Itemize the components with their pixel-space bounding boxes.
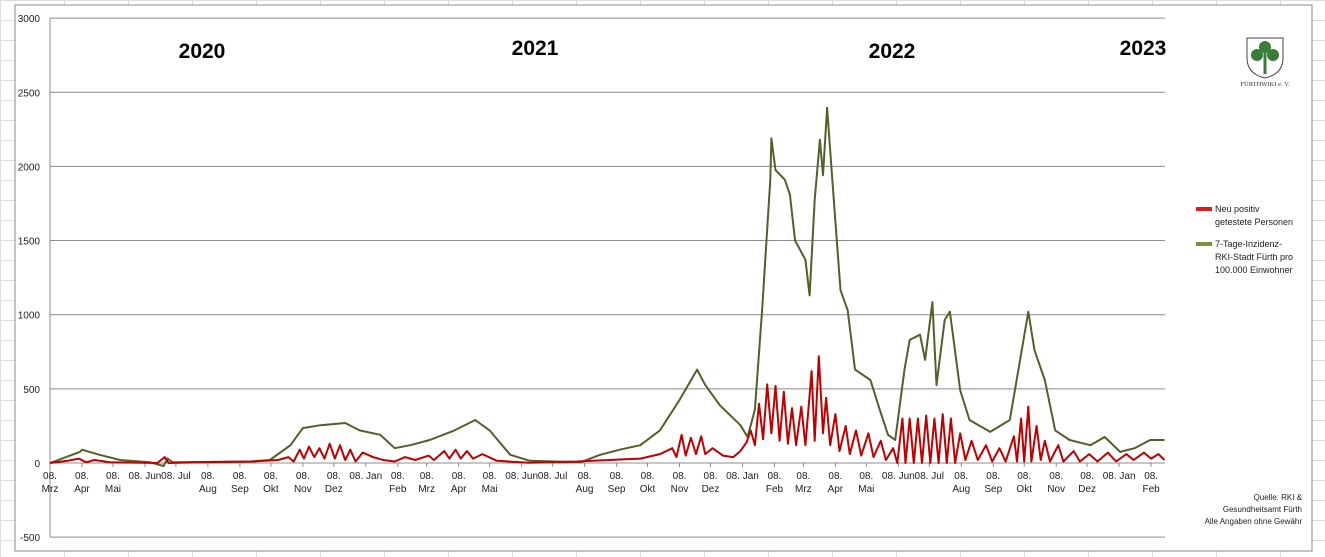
year-labels: 2020 2021 2022 2023 — [179, 37, 1167, 63]
gridlines — [49, 17, 1165, 538]
incidence-line — [49, 106, 1165, 467]
x-tick-label: 08. Jul — [161, 471, 190, 482]
x-tick-label: 08. Mai — [482, 471, 498, 495]
x-tick-label: 08. Sep — [984, 471, 1002, 495]
y-tick-label: -500 — [20, 533, 40, 544]
x-tick-label: 08. Jun — [882, 471, 915, 482]
legend: Neu positiv getestete Personen 7-Tage-In… — [1196, 204, 1293, 275]
year-label-2022: 2022 — [869, 40, 916, 63]
x-tick-label: 08. Feb — [766, 471, 784, 495]
x-tick-label: 08. Sep — [231, 471, 249, 495]
y-tick-label: 1000 — [18, 311, 41, 322]
legend-label-line: 100.000 Einwohner — [1215, 265, 1293, 275]
y-tick-label: 2000 — [18, 162, 41, 173]
legend-swatch-green — [1196, 242, 1212, 246]
y-axis: -500 0 500 1000 1500 2000 2500 3000 — [18, 14, 41, 544]
x-tick-label: 08. Aug — [199, 471, 217, 495]
x-tick-label: 08. Aug — [576, 471, 594, 495]
x-tick-label: 08. Dez — [325, 471, 343, 495]
x-tick-label: 08. Jan — [349, 471, 382, 482]
y-tick-label: 3000 — [18, 14, 41, 25]
logo-text: FÜRTHWIKI e. V. — [1240, 81, 1290, 88]
x-tick-label: 08. Dez — [702, 471, 720, 495]
x-tick-label: 08. Okt — [640, 471, 656, 495]
x-tick-label: 08. Nov — [1047, 471, 1065, 495]
x-tick-label: 08. Feb — [1143, 471, 1161, 495]
x-tick-label: 08. Dez — [1078, 471, 1096, 495]
x-tick-label: 08. Jan — [1103, 471, 1136, 482]
x-tick-label: 08. Feb — [389, 471, 407, 495]
x-tick-label: 08. Apr — [74, 471, 90, 495]
x-tick-label: 08. Okt — [1016, 471, 1032, 495]
source-line: Gesundheitsamt Fürth — [1223, 505, 1302, 514]
y-tick-label: 0 — [34, 459, 40, 470]
y-tick-label: 2500 — [18, 88, 41, 99]
x-tick-label: 08. Jul — [538, 471, 567, 482]
legend-swatch-red — [1196, 207, 1212, 211]
chart-area — [14, 4, 1313, 552]
x-tick-label: 08. Mrz — [418, 471, 435, 495]
x-tick-label: 08. Aug — [952, 471, 970, 495]
new-positive-line — [49, 355, 1166, 464]
legend-label-line: RKI-Stadt Fürth pro — [1215, 252, 1293, 262]
x-tick-label: 08. Okt — [263, 471, 279, 495]
legend-label-line: Neu positiv — [1215, 204, 1260, 214]
x-tick-label: 08. Jun — [129, 471, 162, 482]
x-tick-label: 08. Mrz — [795, 471, 812, 495]
source-note: Quelle: RKI & Gesundheitsamt Fürth Alle … — [1205, 493, 1303, 526]
y-tick-label: 500 — [23, 385, 40, 396]
legend-label-line: getestete Personen — [1215, 217, 1293, 227]
x-tick-label: 08. Nov — [294, 471, 312, 495]
series-lines — [49, 106, 1166, 467]
x-tick-label: 08. Sep — [608, 471, 626, 495]
x-tick-label: 08. Jun — [505, 471, 538, 482]
legend-item-incidence: 7-Tage-Inzidenz- RKI-Stadt Fürth pro 100… — [1196, 239, 1293, 275]
x-tick-label: 08. Jul — [915, 471, 944, 482]
year-label-2023: 2023 — [1120, 37, 1167, 60]
year-label-2021: 2021 — [512, 37, 559, 60]
y-tick-label: 1500 — [18, 237, 41, 248]
x-tick-label: 08. Nov — [671, 471, 689, 495]
x-tick-label: 08. Jan — [726, 471, 759, 482]
x-tick-label: 08. Mai — [105, 471, 121, 495]
logo: FÜRTHWIKI e. V. — [1240, 37, 1290, 88]
legend-label-line: 7-Tage-Inzidenz- — [1215, 239, 1282, 249]
x-tick-label: 08. Mai — [858, 471, 874, 495]
legend-item-new-positive: Neu positiv getestete Personen — [1196, 204, 1293, 227]
x-tick-label: 08. Mrz — [42, 471, 59, 495]
source-line: Alle Angaben ohne Gewähr — [1205, 517, 1303, 526]
x-tick-label: 08. Apr — [451, 471, 467, 495]
cloverleaf-icon — [1251, 41, 1279, 74]
x-tick-label: 08. Apr — [828, 471, 844, 495]
source-line: Quelle: RKI & — [1254, 493, 1303, 502]
year-label-2020: 2020 — [179, 40, 226, 63]
